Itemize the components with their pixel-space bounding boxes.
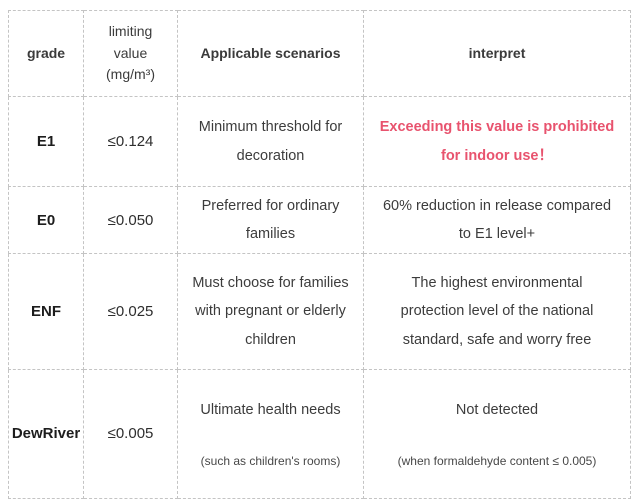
interpret-main-text: Not detected bbox=[455, 402, 539, 419]
col-header-interpret: interpret bbox=[363, 10, 631, 97]
scenario-cell-e1: Minimum threshold for decoration bbox=[177, 96, 364, 187]
grade-cell-e1: E1 bbox=[8, 96, 84, 187]
limit-cell-dewriver: ≤0.005 bbox=[83, 369, 178, 499]
table-row-dewriver: DewRiver ≤0.005 Ultimate health needs (s… bbox=[8, 369, 631, 499]
header-row: grade limiting value (mg/m³) Applicable … bbox=[8, 10, 631, 97]
interpret-cell-e1: Exceeding this value is prohibited for i… bbox=[363, 96, 631, 187]
scenario-main-text: Ultimate health needs bbox=[200, 402, 341, 419]
grade-cell-dewriver: DewRiver bbox=[8, 369, 84, 499]
limit-cell-enf: ≤0.025 bbox=[83, 253, 178, 370]
scenario-cell-enf: Must choose for families with pregnant o… bbox=[177, 253, 364, 370]
limit-cell-e1: ≤0.124 bbox=[83, 96, 178, 187]
interpret-cell-dewriver: Not detected (when formaldehyde content … bbox=[363, 369, 631, 499]
table-row-e0: E0 ≤0.050 Preferred for ordinary familie… bbox=[8, 186, 631, 254]
grade-cell-e0: E0 bbox=[8, 186, 84, 254]
interpret-cell-enf: The highest environmental protection lev… bbox=[363, 253, 631, 370]
scenario-note-text: (such as children's rooms) bbox=[200, 454, 341, 469]
col-header-limiting-value: limiting value (mg/m³) bbox=[83, 10, 178, 97]
interpret-cell-e0: 60% reduction in release compared to E1 … bbox=[363, 186, 631, 254]
grade-cell-enf: ENF bbox=[8, 253, 84, 370]
col-header-grade: grade bbox=[8, 10, 84, 97]
col-header-applicable-scenarios: Applicable scenarios bbox=[177, 10, 364, 97]
scenario-cell-dewriver: Ultimate health needs (such as children'… bbox=[177, 369, 364, 499]
formaldehyde-grade-table: grade limiting value (mg/m³) Applicable … bbox=[8, 10, 631, 499]
table-row-enf: ENF ≤0.025 Must choose for families with… bbox=[8, 253, 631, 370]
scenario-cell-e0: Preferred for ordinary families bbox=[177, 186, 364, 254]
limit-cell-e0: ≤0.050 bbox=[83, 186, 178, 254]
interpret-note-text: (when formaldehyde content ≤ 0.005) bbox=[397, 454, 597, 469]
table-row-e1: E1 ≤0.124 Minimum threshold for decorati… bbox=[8, 96, 631, 187]
